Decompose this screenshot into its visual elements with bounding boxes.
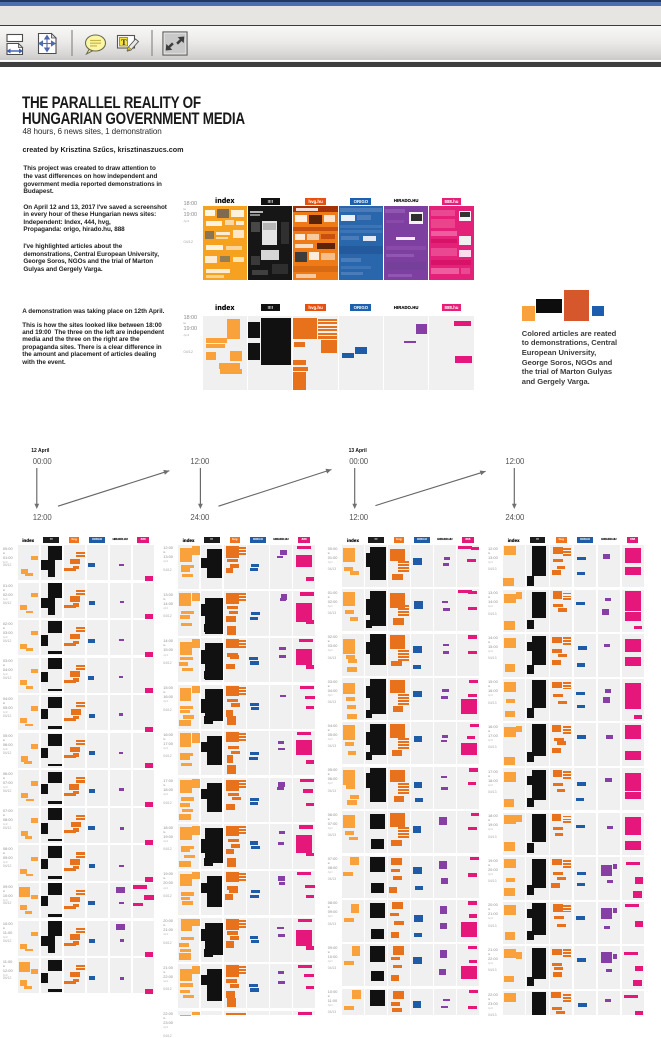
svg-text:T: T — [121, 37, 127, 47]
